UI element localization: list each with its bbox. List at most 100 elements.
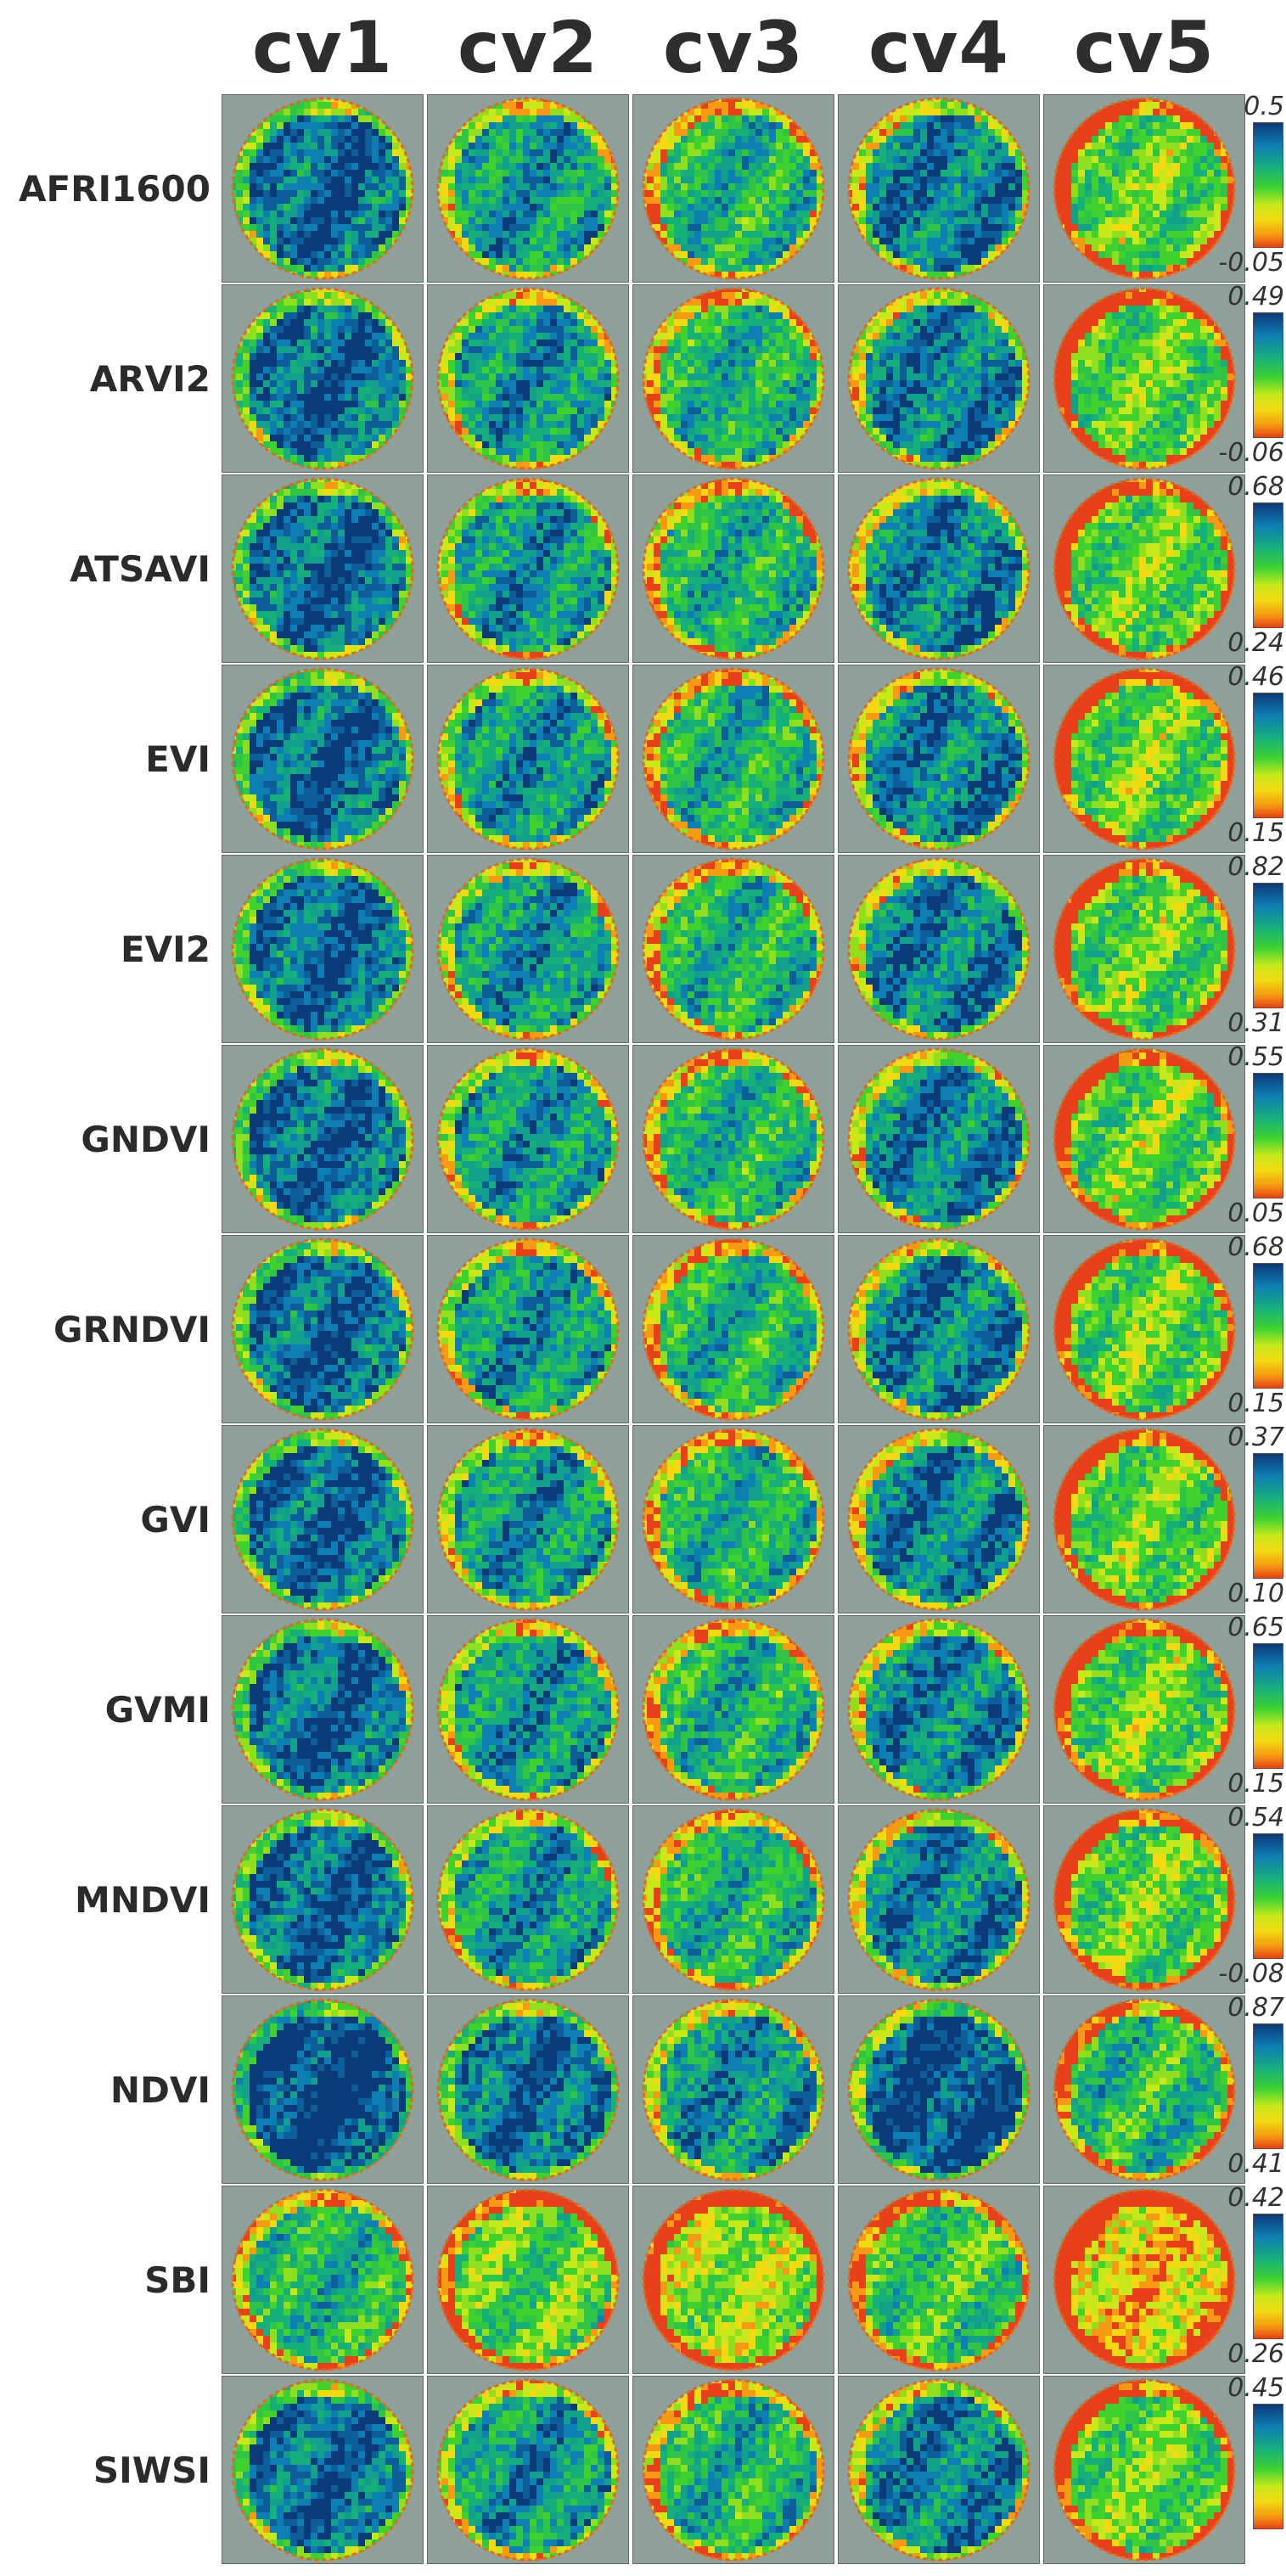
colorbar-legend: 0.87 0.41 [1227,1995,1286,2183]
field-map-panel [838,1995,1040,2184]
colorbar-gradient [1253,1453,1283,1579]
colorbar-min-label: 0.24 [1227,630,1284,657]
grid-row: EVI 0.46 0.15 [0,664,1286,853]
field-heatmap [222,1426,423,1613]
field-map-panel [427,1805,629,1994]
grid-row: ARVI2 0.49 -0.06 [0,283,1286,473]
field-map-panel [427,855,629,1043]
colorbar-min-label: 0.31 [1227,1010,1284,1037]
colorbar-gradient [1253,883,1283,1008]
field-map-panel [632,1045,834,1233]
field-heatmap [1044,95,1244,282]
field-map-panel [1043,2186,1245,2374]
field-map-panel [427,1995,629,2184]
field-heatmap [839,2186,1039,2373]
colorbar-legend: 0.45 [1227,2375,1286,2563]
colorbar-max-label: 0.5 [1244,93,1284,121]
field-heatmap [428,1046,628,1232]
grid-row: GNDVI 0.55 0.05 [0,1044,1286,1233]
field-map-panel [838,665,1040,853]
colorbar-min-label: -0.08 [1218,1961,1284,1988]
column-header-bar: cv1 cv2 cv3 cv4 cv5 [0,0,1286,93]
column-header-cv2: cv2 [428,7,628,88]
colorbar-legend: 0.46 0.15 [1227,664,1286,852]
field-heatmap [222,2186,423,2373]
field-map-panel [632,474,834,663]
row-label: EVI [0,665,222,852]
field-map-panel [838,855,1040,1043]
field-heatmap [839,1616,1039,1803]
field-map-panel [222,1045,424,1233]
field-map-panel [1043,1615,1245,1804]
field-map-panel [222,665,424,853]
colorbar-min-label: -0.05 [1218,250,1284,277]
field-map-panel [1043,2376,1245,2564]
row-label: SBI [0,2186,222,2373]
column-header-cv3: cv3 [633,7,834,88]
row-label: NDVI [0,1996,222,2183]
field-map-panel [1043,1425,1245,1614]
field-map-panel [222,1235,424,1423]
colorbar-max-label: 0.87 [1227,1995,1284,2022]
field-map-panel [838,1425,1040,1614]
colorbar-gradient [1253,502,1283,628]
field-heatmap [428,475,628,662]
field-map-panel [632,665,834,853]
colorbar-gradient [1253,2023,1283,2149]
field-heatmap [222,1616,423,1803]
field-heatmap [428,1426,628,1613]
field-heatmap [428,1236,628,1423]
field-heatmap [839,1426,1039,1613]
field-map-panel [632,284,834,473]
field-heatmap [839,1806,1039,1993]
field-heatmap [222,1806,423,1993]
field-map-panel [1043,284,1245,473]
colorbar-legend: 0.68 0.15 [1227,1234,1286,1423]
field-heatmap [633,1426,834,1613]
field-map-panel [222,1805,424,1994]
field-heatmap [1044,1046,1244,1232]
colorbar-gradient [1253,2404,1283,2529]
field-map-panel [838,474,1040,663]
grid-row: NDVI 0.87 0.41 [0,1995,1286,2184]
field-map-panel [427,2186,629,2374]
row-label: ARVI2 [0,285,222,472]
colorbar-gradient [1253,2214,1283,2339]
field-map-panel [427,2376,629,2564]
field-map-panel [427,1235,629,1423]
field-map-panel [222,284,424,473]
field-map-panel [222,1425,424,1614]
colorbar-max-label: 0.54 [1227,1804,1284,1832]
colorbar-min-label: 0.15 [1227,1771,1284,1798]
colorbar-max-label: 0.46 [1227,664,1284,691]
colorbar-legend: 0.37 0.10 [1227,1424,1286,1613]
grid-row: MNDVI 0.54 -0.08 [0,1804,1286,1994]
colorbar-gradient [1253,312,1283,438]
colorbar-legend: 0.42 0.26 [1227,2185,1286,2373]
field-heatmap [839,1996,1039,2183]
field-heatmap [1044,2377,1244,2563]
field-heatmap [633,475,834,662]
field-map-panel [1043,1045,1245,1233]
field-map-panel [222,2186,424,2374]
row-label: GNDVI [0,1046,222,1232]
colorbar-gradient [1253,1643,1283,1769]
field-heatmap [839,475,1039,662]
grid-row: GVI 0.37 0.10 [0,1424,1286,1614]
colorbar-legend: 0.68 0.24 [1227,474,1286,662]
field-heatmap [1044,1426,1244,1613]
field-heatmap [428,665,628,852]
field-heatmap [428,2186,628,2373]
colorbar-min-label: 0.10 [1227,1580,1284,1608]
field-heatmap [428,1806,628,1993]
field-map-panel [632,94,834,283]
field-heatmap [1044,1616,1244,1803]
row-label: MNDVI [0,1806,222,1993]
field-heatmap [222,665,423,852]
field-map-panel [222,1615,424,1804]
colorbar-legend: 0.49 -0.06 [1218,283,1286,472]
grid-row: ATSAVI 0.68 0.24 [0,474,1286,663]
field-heatmap [633,1236,834,1423]
field-map-panel [1043,665,1245,853]
field-heatmap [428,856,628,1042]
